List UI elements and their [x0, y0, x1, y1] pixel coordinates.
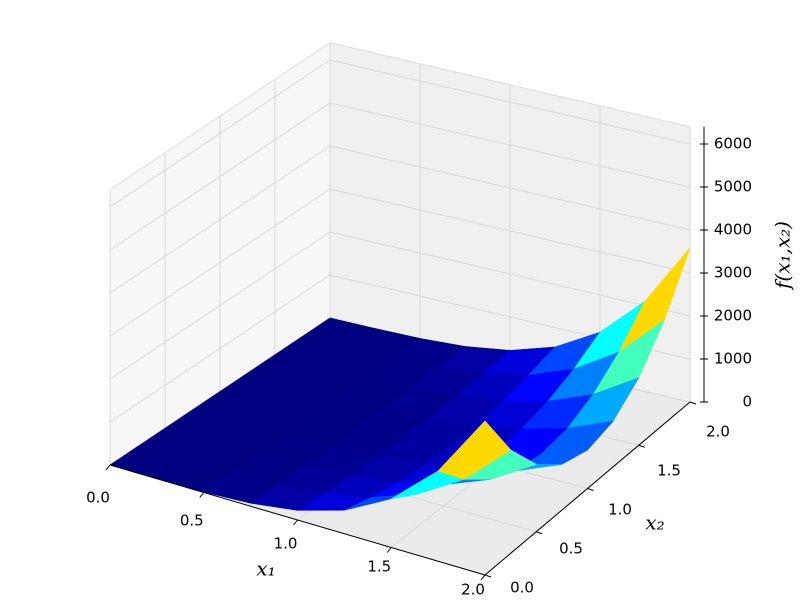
y-tick — [638, 444, 645, 448]
x-axis-label: x₁ — [256, 557, 275, 581]
x-tick-label: 2.0 — [461, 581, 485, 599]
y-axis-line — [484, 401, 691, 576]
y-tick-label: 0.5 — [559, 540, 583, 558]
y-axis-label: x₂ — [645, 511, 664, 535]
grid-line — [329, 59, 691, 145]
x-tick — [105, 464, 111, 471]
x-tick-label: 0.5 — [180, 512, 204, 530]
z-tick-label: 6000 — [714, 135, 752, 153]
z-tick-label: 2000 — [714, 307, 752, 325]
z-tick-label: 3000 — [714, 264, 752, 282]
x-tick — [293, 519, 298, 526]
x-tick — [386, 547, 392, 553]
z-axis-label: f(x₁,x₂) — [771, 221, 795, 291]
y-tick-label: 1.0 — [608, 501, 632, 519]
y-tick-label: 1.5 — [657, 462, 681, 480]
y-tick — [689, 401, 697, 405]
grid-line — [109, 59, 331, 208]
y-tick — [484, 574, 492, 578]
z-tick-label: 1000 — [714, 350, 752, 368]
grid-line — [109, 145, 331, 294]
x-tick-label: 0.0 — [86, 489, 110, 507]
y-tick — [587, 488, 594, 491]
x-tick-label: 1.5 — [367, 558, 391, 576]
x-tick-label: 1.0 — [274, 535, 298, 553]
y-tick — [536, 531, 543, 535]
x-tick — [199, 492, 205, 498]
grid-line — [329, 145, 691, 231]
z-tick-label: 0 — [742, 393, 752, 411]
grid-line — [109, 274, 331, 423]
x-axis-line — [109, 464, 486, 576]
y-tick-label: 2.0 — [706, 423, 730, 441]
y-tick-label: 0.0 — [510, 579, 534, 597]
grid-line — [329, 188, 691, 274]
grid-line — [329, 102, 691, 188]
grid-line — [109, 231, 331, 380]
axes: 0.0 0.5 1.0 1.5 2.0 0.0 0.5 1.0 1.5 2.0 0 1000 2000 3… — [86, 126, 752, 599]
grid-line — [109, 188, 331, 337]
z-tick-label: 4000 — [714, 221, 752, 239]
x-tick — [480, 574, 486, 581]
z-tick-label: 5000 — [714, 178, 752, 196]
grid-line — [109, 102, 331, 251]
grid-line — [329, 231, 691, 317]
surface-face — [437, 420, 512, 480]
surface — [109, 247, 691, 511]
